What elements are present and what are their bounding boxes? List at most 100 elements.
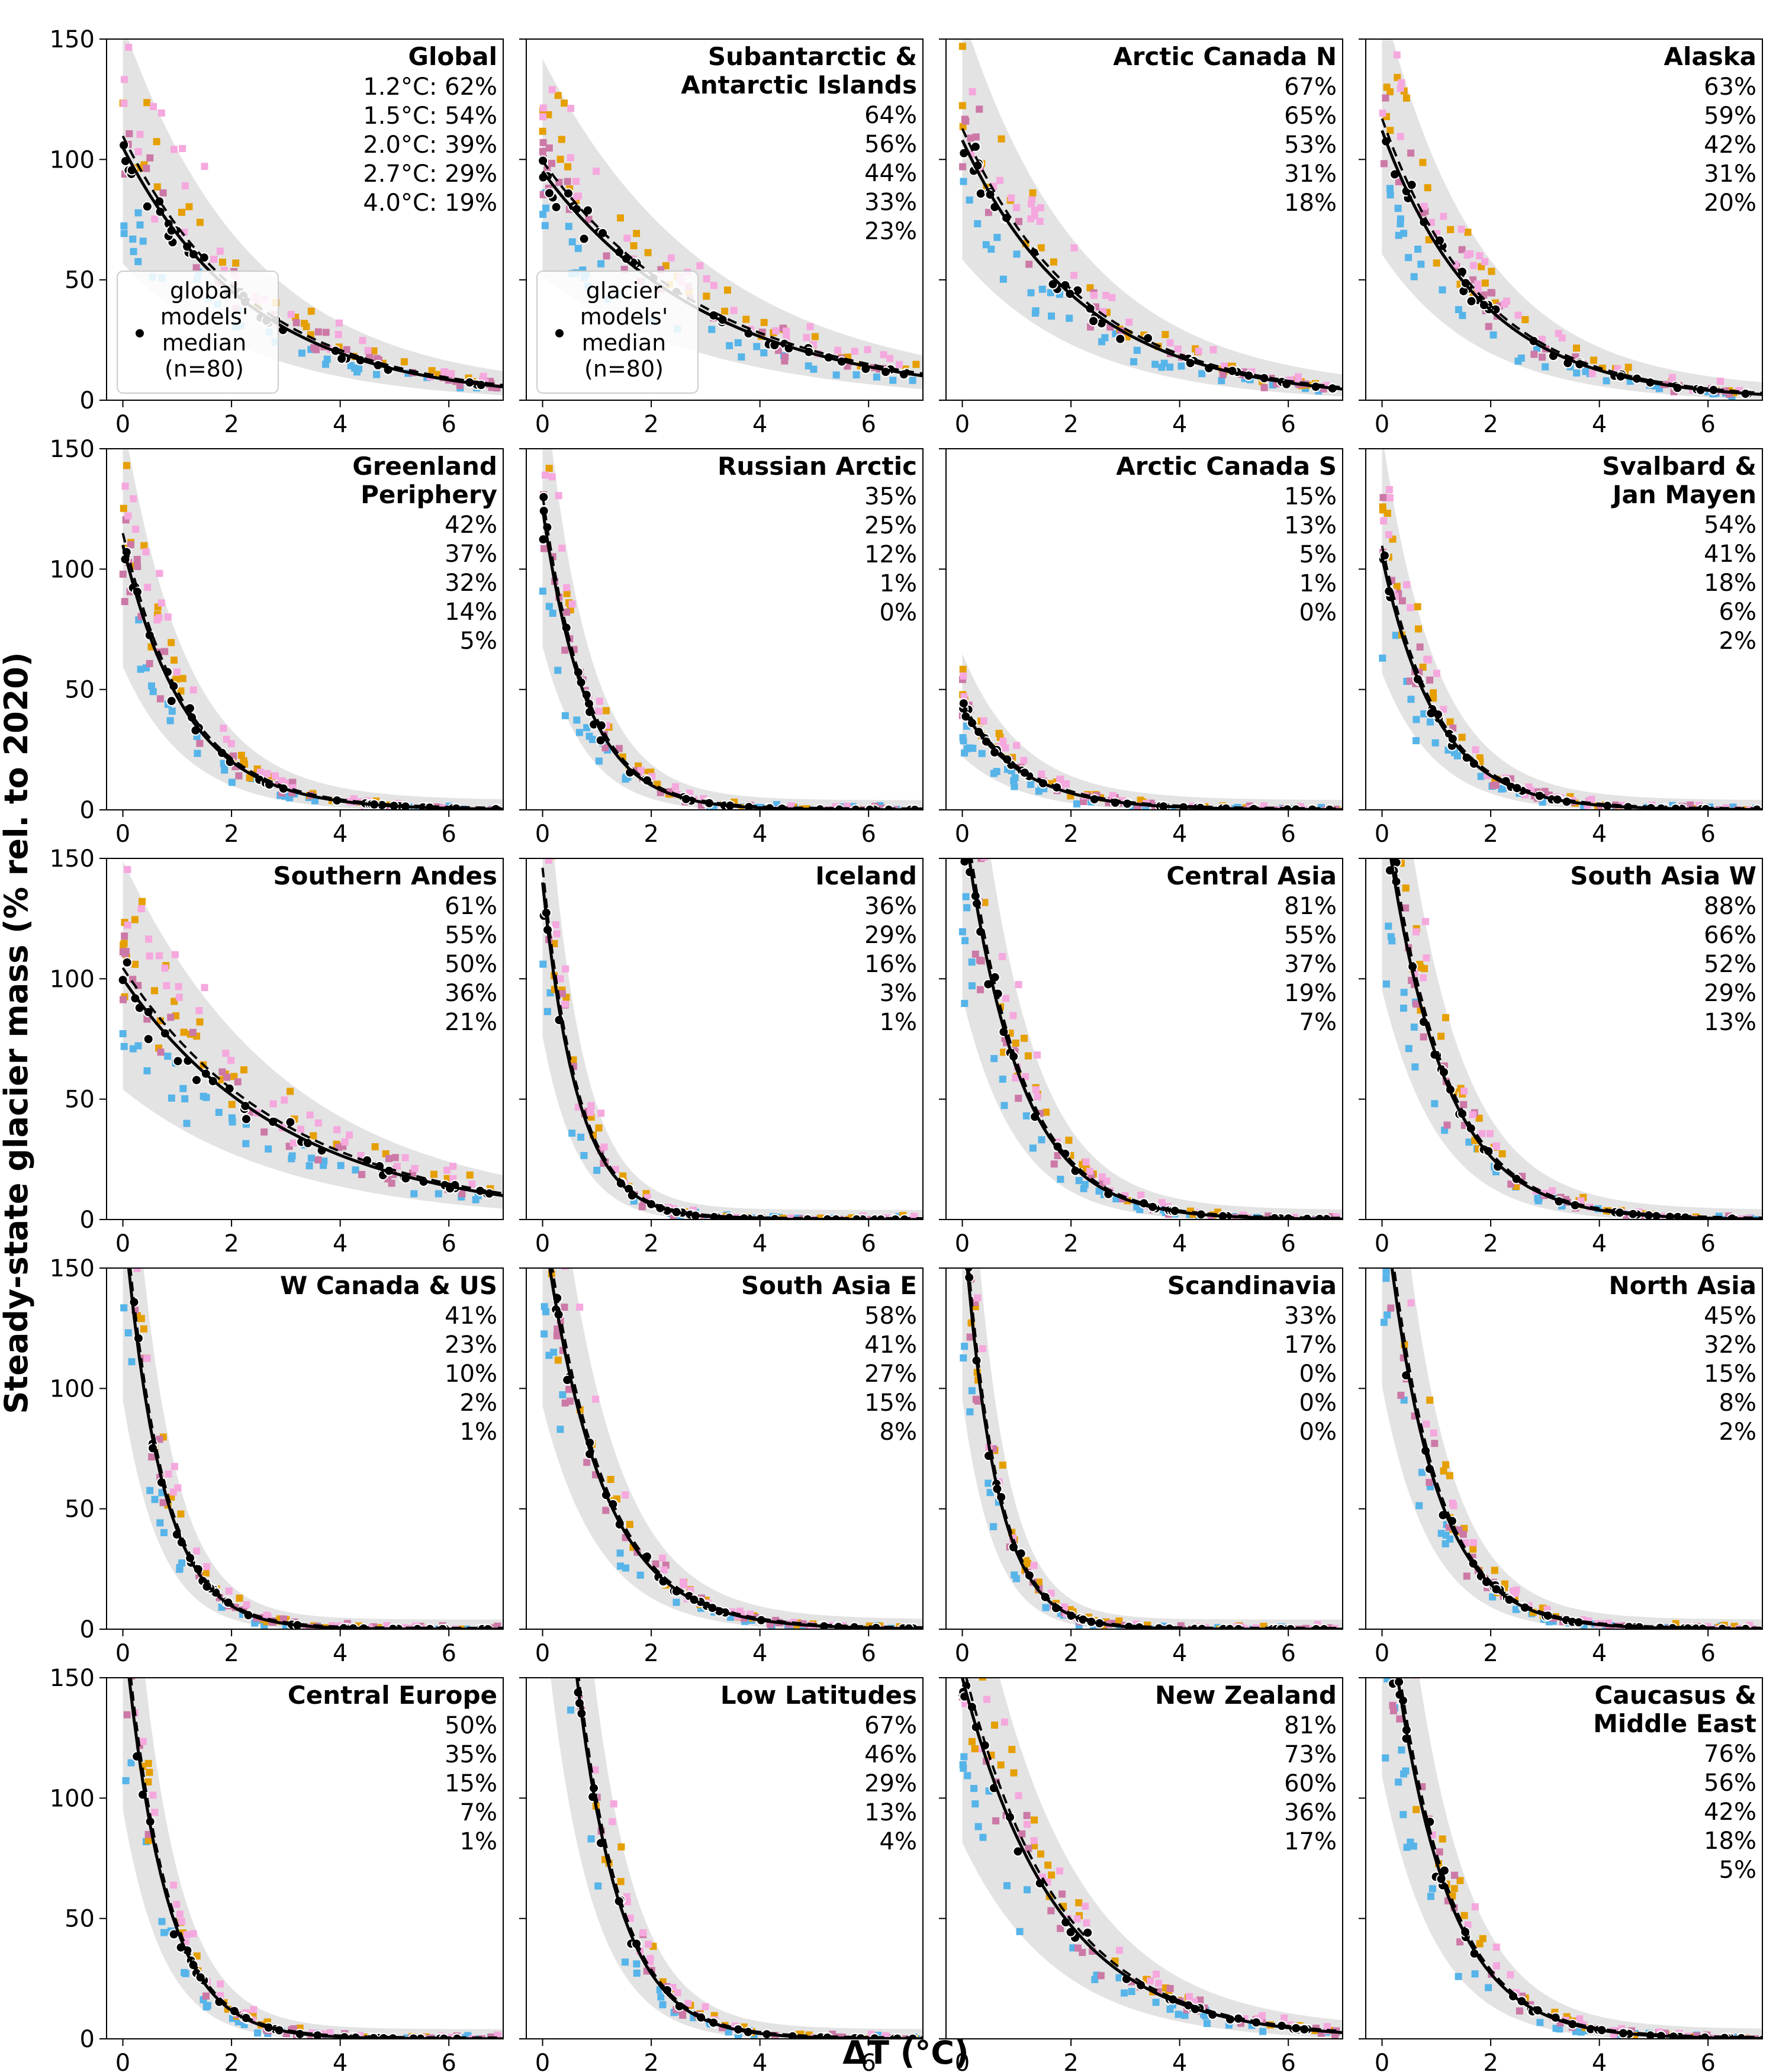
model-point	[562, 965, 570, 973]
x-tick-label: 6	[861, 411, 876, 438]
model-point	[550, 1158, 557, 1165]
median-point	[1378, 775, 1387, 784]
model-point	[630, 242, 638, 250]
model-point	[282, 1623, 289, 1629]
model-point	[556, 156, 564, 163]
x-tick-label: 2	[1063, 1640, 1078, 1667]
model-point	[121, 482, 129, 490]
model-point	[1137, 796, 1144, 804]
model-point	[234, 1078, 242, 1086]
model-point	[565, 223, 572, 230]
model-point	[977, 957, 985, 965]
median-point	[578, 233, 590, 244]
model-point	[161, 648, 169, 655]
model-point	[548, 160, 555, 168]
x-tick-label: 0	[1375, 1230, 1389, 1257]
model-point	[194, 749, 201, 757]
panel-9: 0 2 4 6 Iceland 36%29%16%3%1%	[519, 858, 924, 1257]
warming-level-pct: 5%	[460, 628, 497, 655]
model-point	[134, 562, 141, 570]
median-point	[567, 1598, 576, 1608]
x-tick-label: 0	[1375, 821, 1389, 848]
model-point	[133, 556, 141, 563]
y-tick-label: 0	[80, 1206, 95, 1234]
warming-level-pct: 17%	[1284, 1331, 1337, 1359]
model-point	[563, 590, 571, 597]
model-point	[1397, 133, 1404, 140]
model-point	[1446, 1535, 1454, 1543]
model-point	[1403, 581, 1411, 588]
model-point	[322, 329, 330, 336]
model-point	[1385, 1189, 1392, 1196]
model-point	[574, 244, 582, 252]
model-point	[1010, 1769, 1018, 1777]
model-point	[143, 1015, 151, 1023]
model-point	[659, 2001, 667, 2009]
model-point	[333, 1126, 341, 1134]
model-point	[990, 1055, 998, 1063]
model-point	[734, 2032, 742, 2039]
model-point	[1472, 746, 1479, 754]
x-tick-label: 0	[535, 411, 550, 438]
model-point	[561, 646, 569, 654]
model-point	[600, 1143, 608, 1151]
warming-level-pct: 44%	[864, 160, 917, 187]
model-point	[852, 371, 860, 379]
model-point	[1027, 289, 1035, 297]
model-point	[163, 982, 170, 989]
warming-level-pct: 81%	[1284, 893, 1337, 920]
model-point	[134, 258, 142, 265]
model-point	[210, 255, 218, 263]
model-point	[983, 1620, 990, 1627]
warming-level-pct: 29%	[864, 1770, 917, 1797]
model-point	[559, 1391, 567, 1398]
model-point	[558, 1590, 565, 1597]
region-title: Arctic Canada S	[1116, 452, 1337, 481]
model-point	[549, 1206, 556, 1213]
model-point	[435, 1190, 442, 1198]
model-point	[311, 797, 319, 805]
model-point	[548, 473, 556, 481]
model-point	[1379, 110, 1386, 117]
model-point	[963, 1577, 970, 1584]
model-point	[243, 1601, 250, 1608]
model-point	[120, 1043, 128, 1050]
model-point	[1001, 1719, 1008, 1726]
model-point	[151, 215, 159, 223]
model-point	[554, 1497, 561, 1504]
legend-marker	[134, 328, 145, 339]
model-point	[1391, 1614, 1398, 1621]
warming-level-pct: 35%	[445, 1741, 497, 1768]
model-point	[151, 1495, 159, 1503]
model-point	[1407, 1299, 1415, 1307]
model-point	[1456, 1877, 1464, 1884]
model-point	[1451, 1871, 1459, 1879]
model-point	[1073, 1915, 1081, 1923]
alt-fit-line	[121, 533, 503, 809]
model-point	[202, 1093, 210, 1101]
model-point	[561, 1603, 568, 1610]
model-point	[120, 222, 128, 230]
model-point	[1028, 196, 1036, 204]
model-point	[972, 777, 979, 784]
warming-level-pct: 10%	[445, 1360, 497, 1388]
x-tick-label: 4	[1592, 2050, 1607, 2072]
model-point	[1025, 260, 1033, 268]
model-point	[851, 348, 858, 355]
warming-level-pct: 6%	[1719, 599, 1756, 626]
model-point	[1151, 361, 1159, 368]
region-title: North Asia	[1608, 1271, 1756, 1300]
warming-level-pct: 37%	[445, 540, 497, 568]
model-point	[1031, 206, 1038, 214]
panel-frame	[526, 1677, 924, 2039]
model-point	[1294, 373, 1302, 381]
panel-frame	[106, 1267, 504, 1630]
model-point	[725, 2028, 732, 2036]
model-point	[1474, 285, 1482, 292]
alt-fit-line	[121, 136, 503, 387]
legend-label: (n=80)	[165, 356, 244, 382]
model-point	[565, 1385, 572, 1393]
model-point	[140, 1325, 147, 1333]
model-point	[1446, 1472, 1453, 1479]
